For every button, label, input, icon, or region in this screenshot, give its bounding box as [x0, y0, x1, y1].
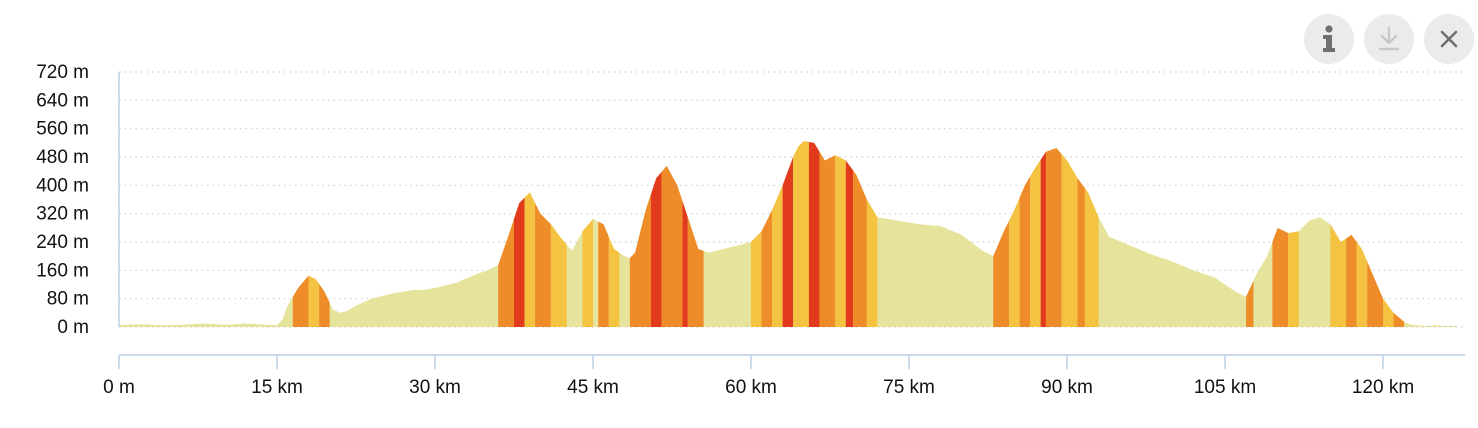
x-tick-label-1: 15 km [251, 377, 303, 398]
y-tick-label-8: 640 m [36, 90, 89, 111]
gradient-band-14 [682, 141, 688, 327]
gradient-band-17 [761, 141, 773, 327]
gradient-band-22 [819, 141, 836, 327]
y-tick-label-0: 0 m [57, 317, 89, 338]
y-tick-label-7: 560 m [36, 119, 89, 140]
gradient-band-7 [550, 141, 567, 327]
y-tick-label-6: 480 m [36, 147, 89, 168]
gradient-band-35 [1084, 141, 1099, 327]
gradient-band-21 [808, 141, 820, 327]
gradient-band-24 [845, 141, 854, 327]
gradient-band-29 [1019, 141, 1031, 327]
close-button[interactable] [1424, 14, 1474, 64]
y-tick-label-2: 160 m [36, 260, 89, 281]
info-icon [1323, 25, 1335, 52]
gradient-band-40 [1346, 141, 1357, 327]
y-tick-label-3: 240 m [36, 232, 89, 253]
gradient-band-1 [308, 141, 320, 327]
y-tick-label-1: 80 m [47, 289, 89, 310]
gradient-band-31 [1040, 141, 1046, 327]
x-tick-label-8: 120 km [1352, 377, 1414, 398]
gradient-band-2 [319, 141, 330, 327]
y-tick-label-9: 720 m [36, 62, 89, 83]
gradient-band-30 [1030, 141, 1041, 327]
gradient-band-10 [608, 141, 620, 327]
gradient-band-6 [535, 141, 551, 327]
gradient-band-15 [687, 141, 704, 327]
gradient-band-19 [782, 141, 794, 327]
gradient-band-18 [772, 141, 783, 327]
gradient-band-11 [629, 141, 651, 327]
gradient-band-43 [1383, 141, 1394, 327]
gradient-band-0 [292, 141, 309, 327]
y-tick-label-4: 320 m [36, 204, 89, 225]
gradient-band-23 [835, 141, 846, 327]
gradient-band-5 [524, 141, 536, 327]
gradient-band-25 [853, 141, 867, 327]
x-tick-label-6: 90 km [1041, 377, 1093, 398]
x-tick-label-4: 60 km [725, 377, 777, 398]
gradient-band-3 [498, 141, 514, 327]
gradient-band-12 [650, 141, 662, 327]
gradient-band-20 [793, 141, 809, 327]
close-icon [1440, 30, 1458, 48]
gradient-band-28 [1009, 141, 1020, 327]
x-tick-label-3: 45 km [567, 377, 619, 398]
gradient-band-38 [1288, 141, 1299, 327]
x-tick-label-0: 0 m [103, 377, 135, 398]
gradient-band-26 [866, 141, 878, 327]
gradient-band-16 [751, 141, 762, 327]
gradient-band-42 [1367, 141, 1383, 327]
x-tick-label-7: 105 km [1194, 377, 1256, 398]
download-button[interactable] [1364, 14, 1414, 64]
gradient-band-41 [1356, 141, 1368, 327]
gradient-band-36 [1246, 141, 1254, 327]
gradient-band-32 [1045, 141, 1062, 327]
x-tick-label-2: 30 km [409, 377, 461, 398]
gradient-band-13 [661, 141, 683, 327]
gradient-band-8 [582, 141, 593, 327]
download-icon [1378, 26, 1400, 51]
info-button[interactable] [1304, 14, 1354, 64]
gradient-band-34 [1077, 141, 1085, 327]
gradient-band-4 [514, 141, 525, 327]
x-tick-label-5: 75 km [883, 377, 935, 398]
gradient-band-33 [1061, 141, 1078, 327]
gradient-band-39 [1330, 141, 1347, 327]
gradient-band-9 [598, 141, 609, 327]
y-tick-label-5: 400 m [36, 175, 89, 196]
gradient-band-37 [1272, 141, 1289, 327]
chart-toolbar [1304, 14, 1474, 64]
gradient-band-44 [1393, 141, 1405, 327]
gradient-band-27 [993, 141, 1010, 327]
